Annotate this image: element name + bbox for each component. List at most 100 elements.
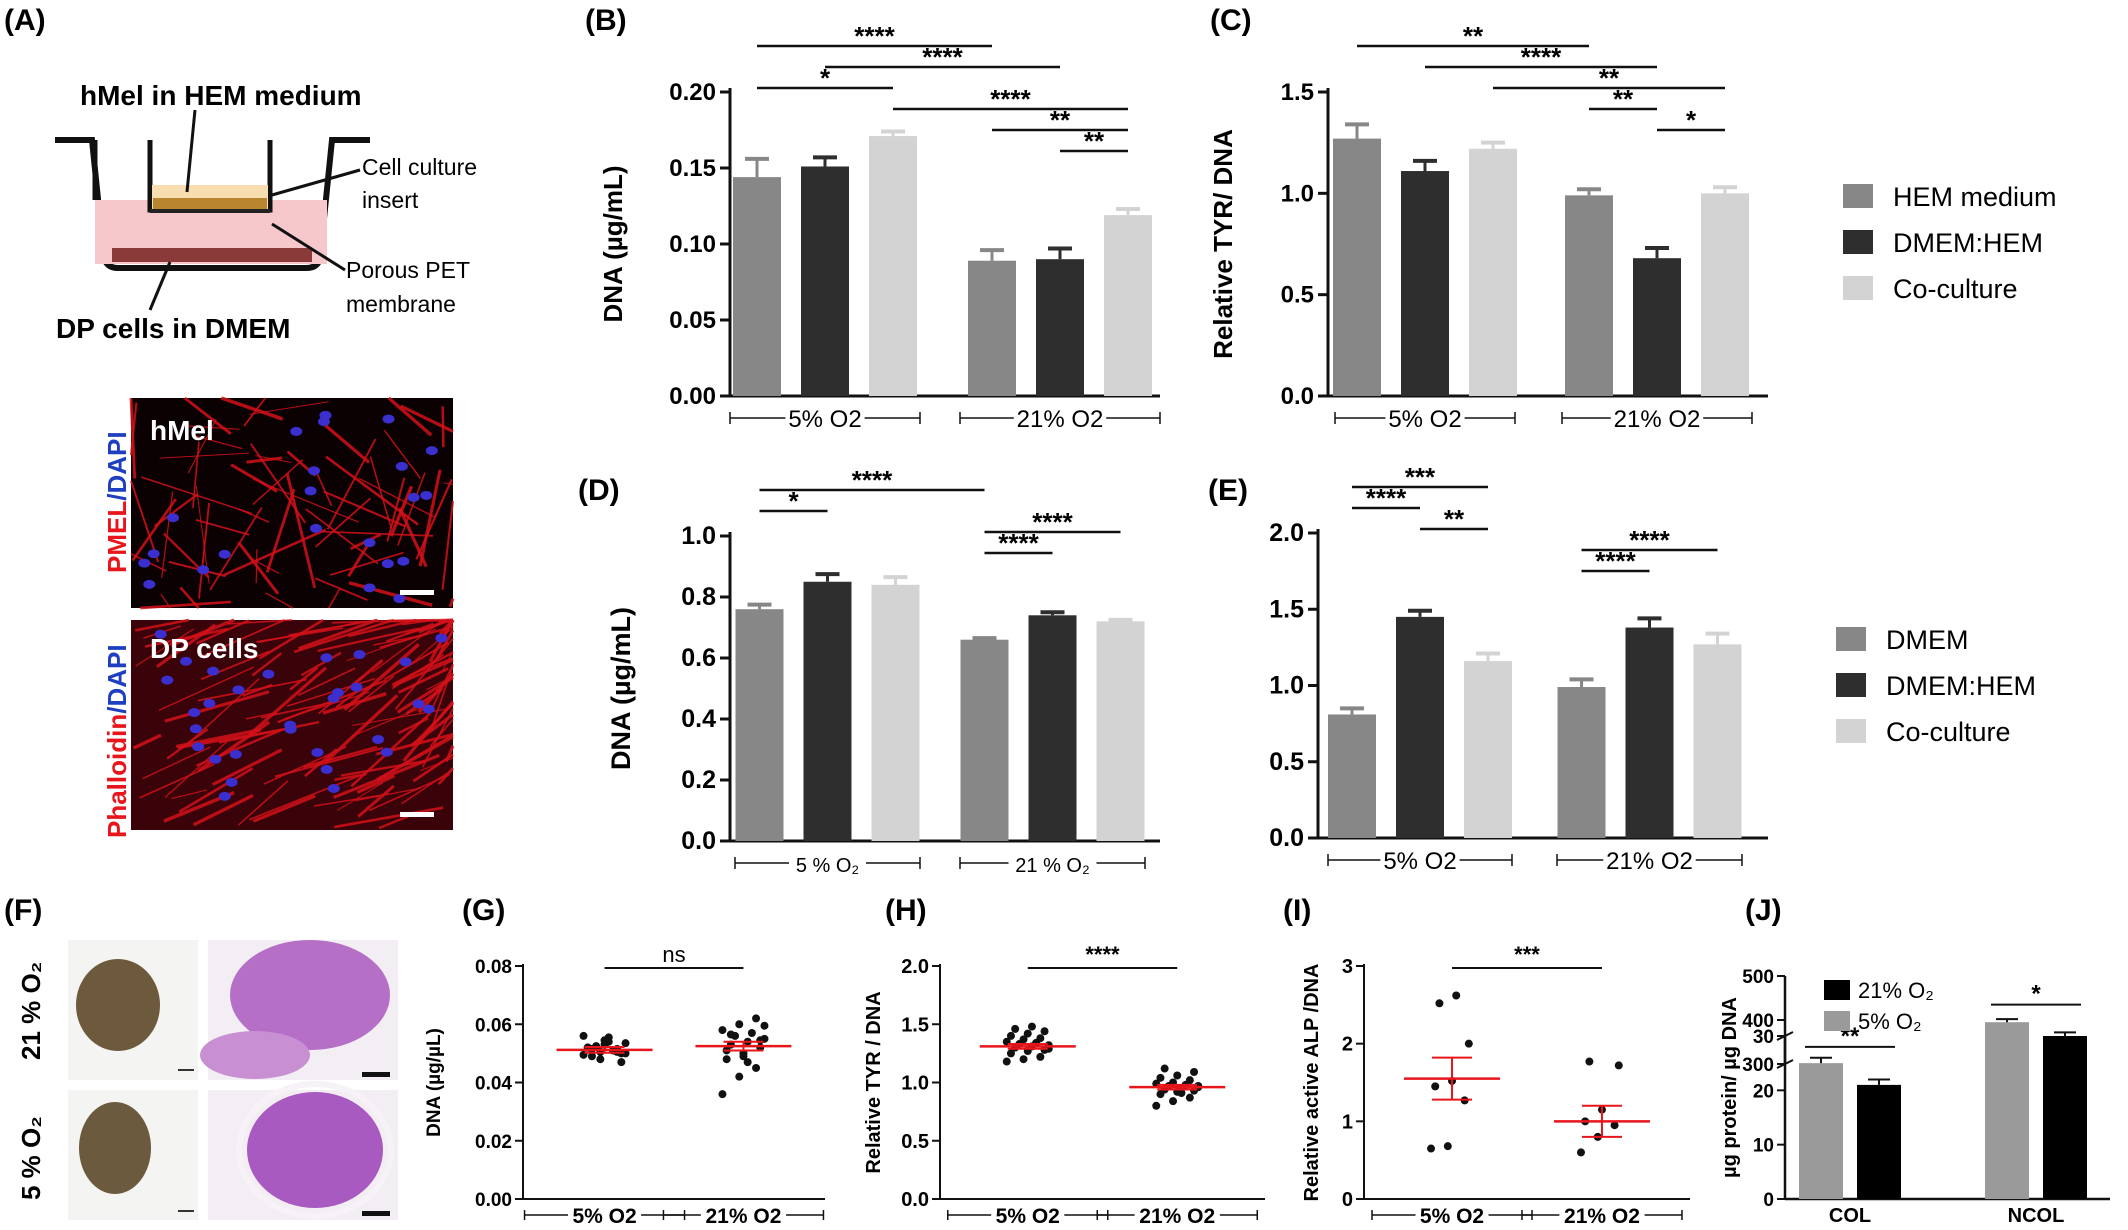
fiber (376, 733, 454, 780)
chart-d: 0.0 0.2 0.4 0.6 0.8 1.0 DNA (µg/mL) 5 % O₂ 21 % … (606, 465, 1160, 877)
fiber (245, 711, 278, 720)
fiber (327, 587, 341, 609)
fiber (297, 667, 356, 696)
y-tick-label: 0.0 (1269, 824, 1304, 852)
fiber (209, 507, 263, 591)
fiber (175, 727, 262, 749)
legend-de-swatch-coculture (1836, 719, 1866, 743)
data-point (1152, 1101, 1161, 1110)
fiber (246, 456, 283, 464)
fiber (186, 678, 260, 746)
fiber (259, 618, 324, 660)
y-tick-label: 1.0 (1269, 672, 1304, 700)
fiber (348, 675, 395, 713)
data-point (1169, 1097, 1178, 1106)
fiber (255, 455, 292, 464)
histology-5-ring (236, 1081, 394, 1219)
fiber (238, 508, 270, 523)
y-axis-label: DNA (µg/µL) (424, 1028, 445, 1137)
y-tick-label: 0.6 (681, 644, 716, 672)
fiber (252, 459, 304, 506)
data-point (1156, 1073, 1165, 1082)
data-point (760, 1021, 769, 1030)
nucleus (229, 749, 242, 759)
significance-label: ** (1084, 126, 1105, 156)
fiber (196, 619, 250, 645)
bar (1401, 171, 1449, 396)
side-label-phalloidin-blue: /DAPI (102, 644, 132, 713)
group-label: 5% O2 (788, 406, 861, 433)
panel-letter-i: (I) (1283, 894, 1311, 927)
bar (733, 177, 781, 396)
panel-letter-a: (A) (4, 4, 46, 37)
y-tick-label: 0.8 (681, 583, 716, 611)
y-axis-label: Relative active ALP /DNA (1301, 964, 1323, 1202)
data-point (735, 1072, 744, 1081)
data-point (718, 1090, 727, 1099)
label-dp-in-dmem: DP cells in DMEM (56, 313, 290, 344)
fiber (443, 482, 454, 486)
nucleus (207, 666, 220, 676)
nucleus (407, 492, 420, 502)
fiber (340, 760, 425, 777)
chart-i: 0 1 2 3 Relative active ALP /DNA 5% O2 21% O2 *… (1301, 942, 1690, 1228)
nucleus (304, 486, 317, 496)
panel-letter-e: (E) (1208, 474, 1248, 507)
chart-g: 0.00 0.02 0.04 0.06 0.08 DNA (µg/µL) 5% O2 21% … (424, 942, 825, 1228)
data-point (1610, 1121, 1619, 1130)
group-label-bg (568, 1203, 642, 1227)
fiber (199, 619, 285, 659)
y-tick-label: 3 (1342, 956, 1353, 978)
fiber (448, 598, 455, 608)
significance-label: ** (1444, 504, 1465, 534)
fiber (302, 745, 378, 768)
bar (871, 584, 920, 841)
fiber (324, 423, 371, 464)
y-tick-label: 1.0 (1281, 180, 1314, 207)
fiber (227, 619, 293, 625)
fiber (396, 676, 454, 714)
group-label: 21 % O₂ (1015, 855, 1089, 877)
bar (1701, 193, 1749, 396)
bar (1104, 215, 1152, 396)
y-tick-label: 0.2 (681, 766, 716, 794)
fiber (343, 643, 420, 711)
nucleus (395, 461, 408, 471)
data-point (1585, 1057, 1594, 1066)
y-tick-label: 1.0 (681, 522, 716, 550)
panel-letter-g: (G) (462, 894, 505, 927)
pet-membrane (150, 209, 270, 213)
fiber (358, 477, 436, 518)
legend-label: 5% O₂ (1858, 1009, 1922, 1034)
fiber (333, 753, 440, 799)
fiber (371, 619, 444, 673)
fiber (192, 434, 243, 450)
side-label-pmel: PMEL/DAPI (102, 431, 132, 573)
data-point (735, 1020, 744, 1029)
fiber (394, 638, 454, 710)
significance-label: * (2031, 981, 2041, 1008)
fiber (392, 653, 445, 690)
y-tick-label: 10 (1753, 1136, 1774, 1157)
data-point (1036, 1034, 1045, 1043)
group-label-bg (789, 849, 866, 877)
y-tick-label: 0.20 (669, 79, 716, 106)
group-label-bg (785, 404, 865, 432)
fiber (385, 622, 434, 643)
significance-label: ** (1463, 21, 1484, 51)
fiber (252, 794, 316, 823)
nucleus (189, 724, 202, 734)
organoid-5 (79, 1102, 151, 1194)
y-tick-label: 1.0 (901, 1073, 929, 1095)
fiber (314, 577, 368, 601)
chart-h: 0.0 0.5 1.0 1.5 2.0 Relative TYR / DNA 5% O2 21… (863, 942, 1265, 1228)
arrow-hmel (185, 109, 197, 193)
data-point (596, 1055, 605, 1064)
bar (1565, 195, 1613, 396)
fiber (265, 488, 296, 573)
y-tick-label: 0.02 (475, 1132, 512, 1153)
data-point (1576, 1148, 1585, 1157)
bar (1333, 138, 1381, 396)
data-point (739, 1052, 748, 1061)
fiber (300, 651, 342, 677)
